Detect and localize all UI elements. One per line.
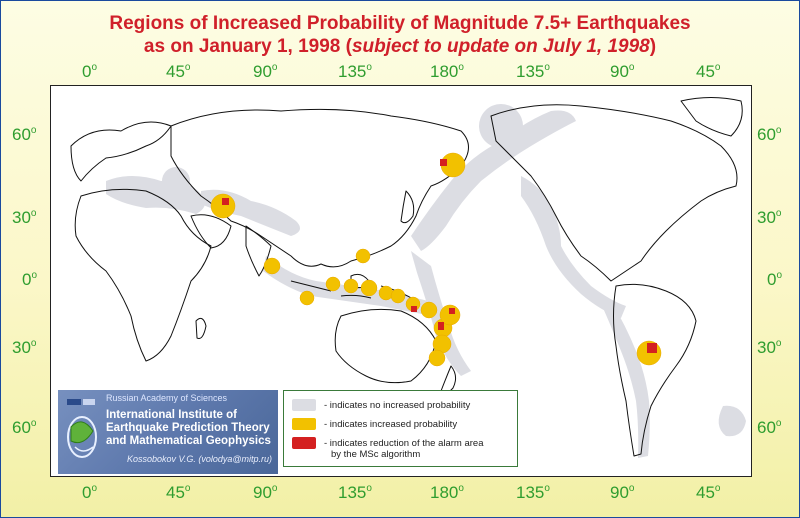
- north-america-west-zone: [521, 176, 626, 318]
- north-america-coast: [490, 104, 738, 282]
- aleutian-reduced: [440, 159, 447, 166]
- andes-zone: [603, 301, 650, 458]
- map-legend: - indicates no increased probability - i…: [283, 390, 518, 467]
- lon-label-bottom-90w: 90o: [610, 483, 635, 502]
- africa-coast: [74, 188, 212, 362]
- central-asia-zone: [162, 167, 190, 195]
- lon-label-top-135w: 135o: [516, 62, 550, 81]
- lat-label-right-30n: 30o: [757, 208, 782, 227]
- greenland-coast: [680, 97, 743, 137]
- lat-label-left-30s: 30o: [12, 338, 37, 357]
- institute-name-line1: International Institute of: [106, 409, 237, 421]
- hindu-kush-reduced: [222, 198, 229, 205]
- lon-label-bottom-45e: 45o: [166, 483, 191, 502]
- lon-label-top-45w: 45o: [696, 62, 721, 81]
- moluccas-increased-2: [343, 278, 359, 294]
- kamchatka-aleutian-zone: [411, 110, 576, 251]
- arabia-coast: [190, 214, 232, 249]
- lon-label-top-0: 0o: [82, 62, 98, 81]
- lat-label-right-60s: 60o: [757, 418, 782, 437]
- asia-coast: [170, 108, 469, 268]
- lat-label-right-30s: 30o: [757, 338, 782, 357]
- sumatra-increased: [263, 257, 281, 275]
- map-title-line2: as on January 1, 1998 (subject to update…: [143, 36, 657, 57]
- academy-label: Russian Academy of Sciences: [106, 393, 228, 403]
- legend-swatch-no-increase: [292, 399, 316, 411]
- japan-coast: [400, 190, 415, 224]
- lat-label-right-0: 0o: [767, 270, 783, 289]
- moluccas-increased-1: [325, 276, 341, 292]
- java-increased: [299, 290, 315, 306]
- alaska-zone: [479, 104, 523, 148]
- lon-label-top-180: 180o: [430, 62, 464, 81]
- europe-coast: [70, 121, 172, 182]
- lon-label-top-90e: 90o: [253, 62, 278, 81]
- tonga-reduced: [438, 322, 444, 330]
- hindu-kush-increased: [210, 193, 236, 219]
- author-credit: Kossobokov V.G. (volodya@mitp.ru): [126, 454, 272, 464]
- world-map-svg: [70, 97, 746, 458]
- reduced-alarm-areas: [222, 159, 657, 353]
- lat-label-right-60n: 60o: [757, 125, 782, 144]
- indonesia-coast: [290, 273, 417, 302]
- lat-label-left-60n: 60o: [12, 125, 37, 144]
- institute-logo-icon: [67, 399, 97, 458]
- institute-name-line3: and Mathematical Geophysics: [106, 435, 271, 447]
- lon-label-bottom-0: 0o: [82, 483, 98, 502]
- lon-label-top-45e: 45o: [166, 62, 191, 81]
- legend-text-reduced-line1: - indicates reduction of the alarm area: [324, 438, 484, 449]
- vanuatu-reduced: [449, 308, 455, 314]
- lon-label-top-135e: 135o: [338, 62, 372, 81]
- increased-zones: [210, 152, 662, 367]
- legend-text-no-increase: - indicates no increased probability: [324, 400, 471, 411]
- solomon-reduced: [411, 306, 417, 312]
- south-sandwich-zone: [718, 405, 746, 437]
- new-guinea-increased-1: [378, 285, 394, 301]
- lon-label-bottom-45w: 45o: [696, 483, 721, 502]
- new-zealand-coast: [440, 365, 457, 394]
- chile-reduced: [647, 343, 657, 353]
- institute-name-line2: Earthquake Prediction Theory: [106, 422, 270, 434]
- australia-coast: [334, 308, 437, 384]
- legend-swatch-reduced: [292, 437, 316, 449]
- coastlines: [70, 97, 743, 457]
- update-note: subject to update on July 1, 1998: [351, 36, 650, 57]
- moluccas-increased-3: [360, 279, 378, 297]
- lat-label-left-60s: 60o: [12, 418, 37, 437]
- legend-text-reduced-line2: by the MSc algorithm: [331, 449, 421, 460]
- new-guinea-increased-2: [390, 288, 406, 304]
- map-title-line1: Regions of Increased Probability of Magn…: [109, 13, 691, 34]
- lon-label-bottom-135w: 135o: [516, 483, 550, 502]
- lon-label-top-90w: 90o: [610, 62, 635, 81]
- legend-swatch-increased: [292, 418, 316, 430]
- south-america-coast: [613, 283, 697, 457]
- institute-credit-box: Russian Academy of Sciences Internationa…: [58, 390, 278, 474]
- legend-text-increased: - indicates increased probability: [324, 419, 458, 430]
- madagascar-coast: [195, 317, 207, 339]
- lon-label-bottom-180: 180o: [430, 483, 464, 502]
- lon-label-bottom-90e: 90o: [253, 483, 278, 502]
- solomon-increased: [420, 301, 438, 319]
- lat-label-left-30n: 30o: [12, 208, 37, 227]
- kermadec-increased: [428, 349, 446, 367]
- lon-label-bottom-135e: 135o: [338, 483, 372, 502]
- lat-label-left-0: 0o: [22, 270, 38, 289]
- philippines-increased: [355, 248, 371, 264]
